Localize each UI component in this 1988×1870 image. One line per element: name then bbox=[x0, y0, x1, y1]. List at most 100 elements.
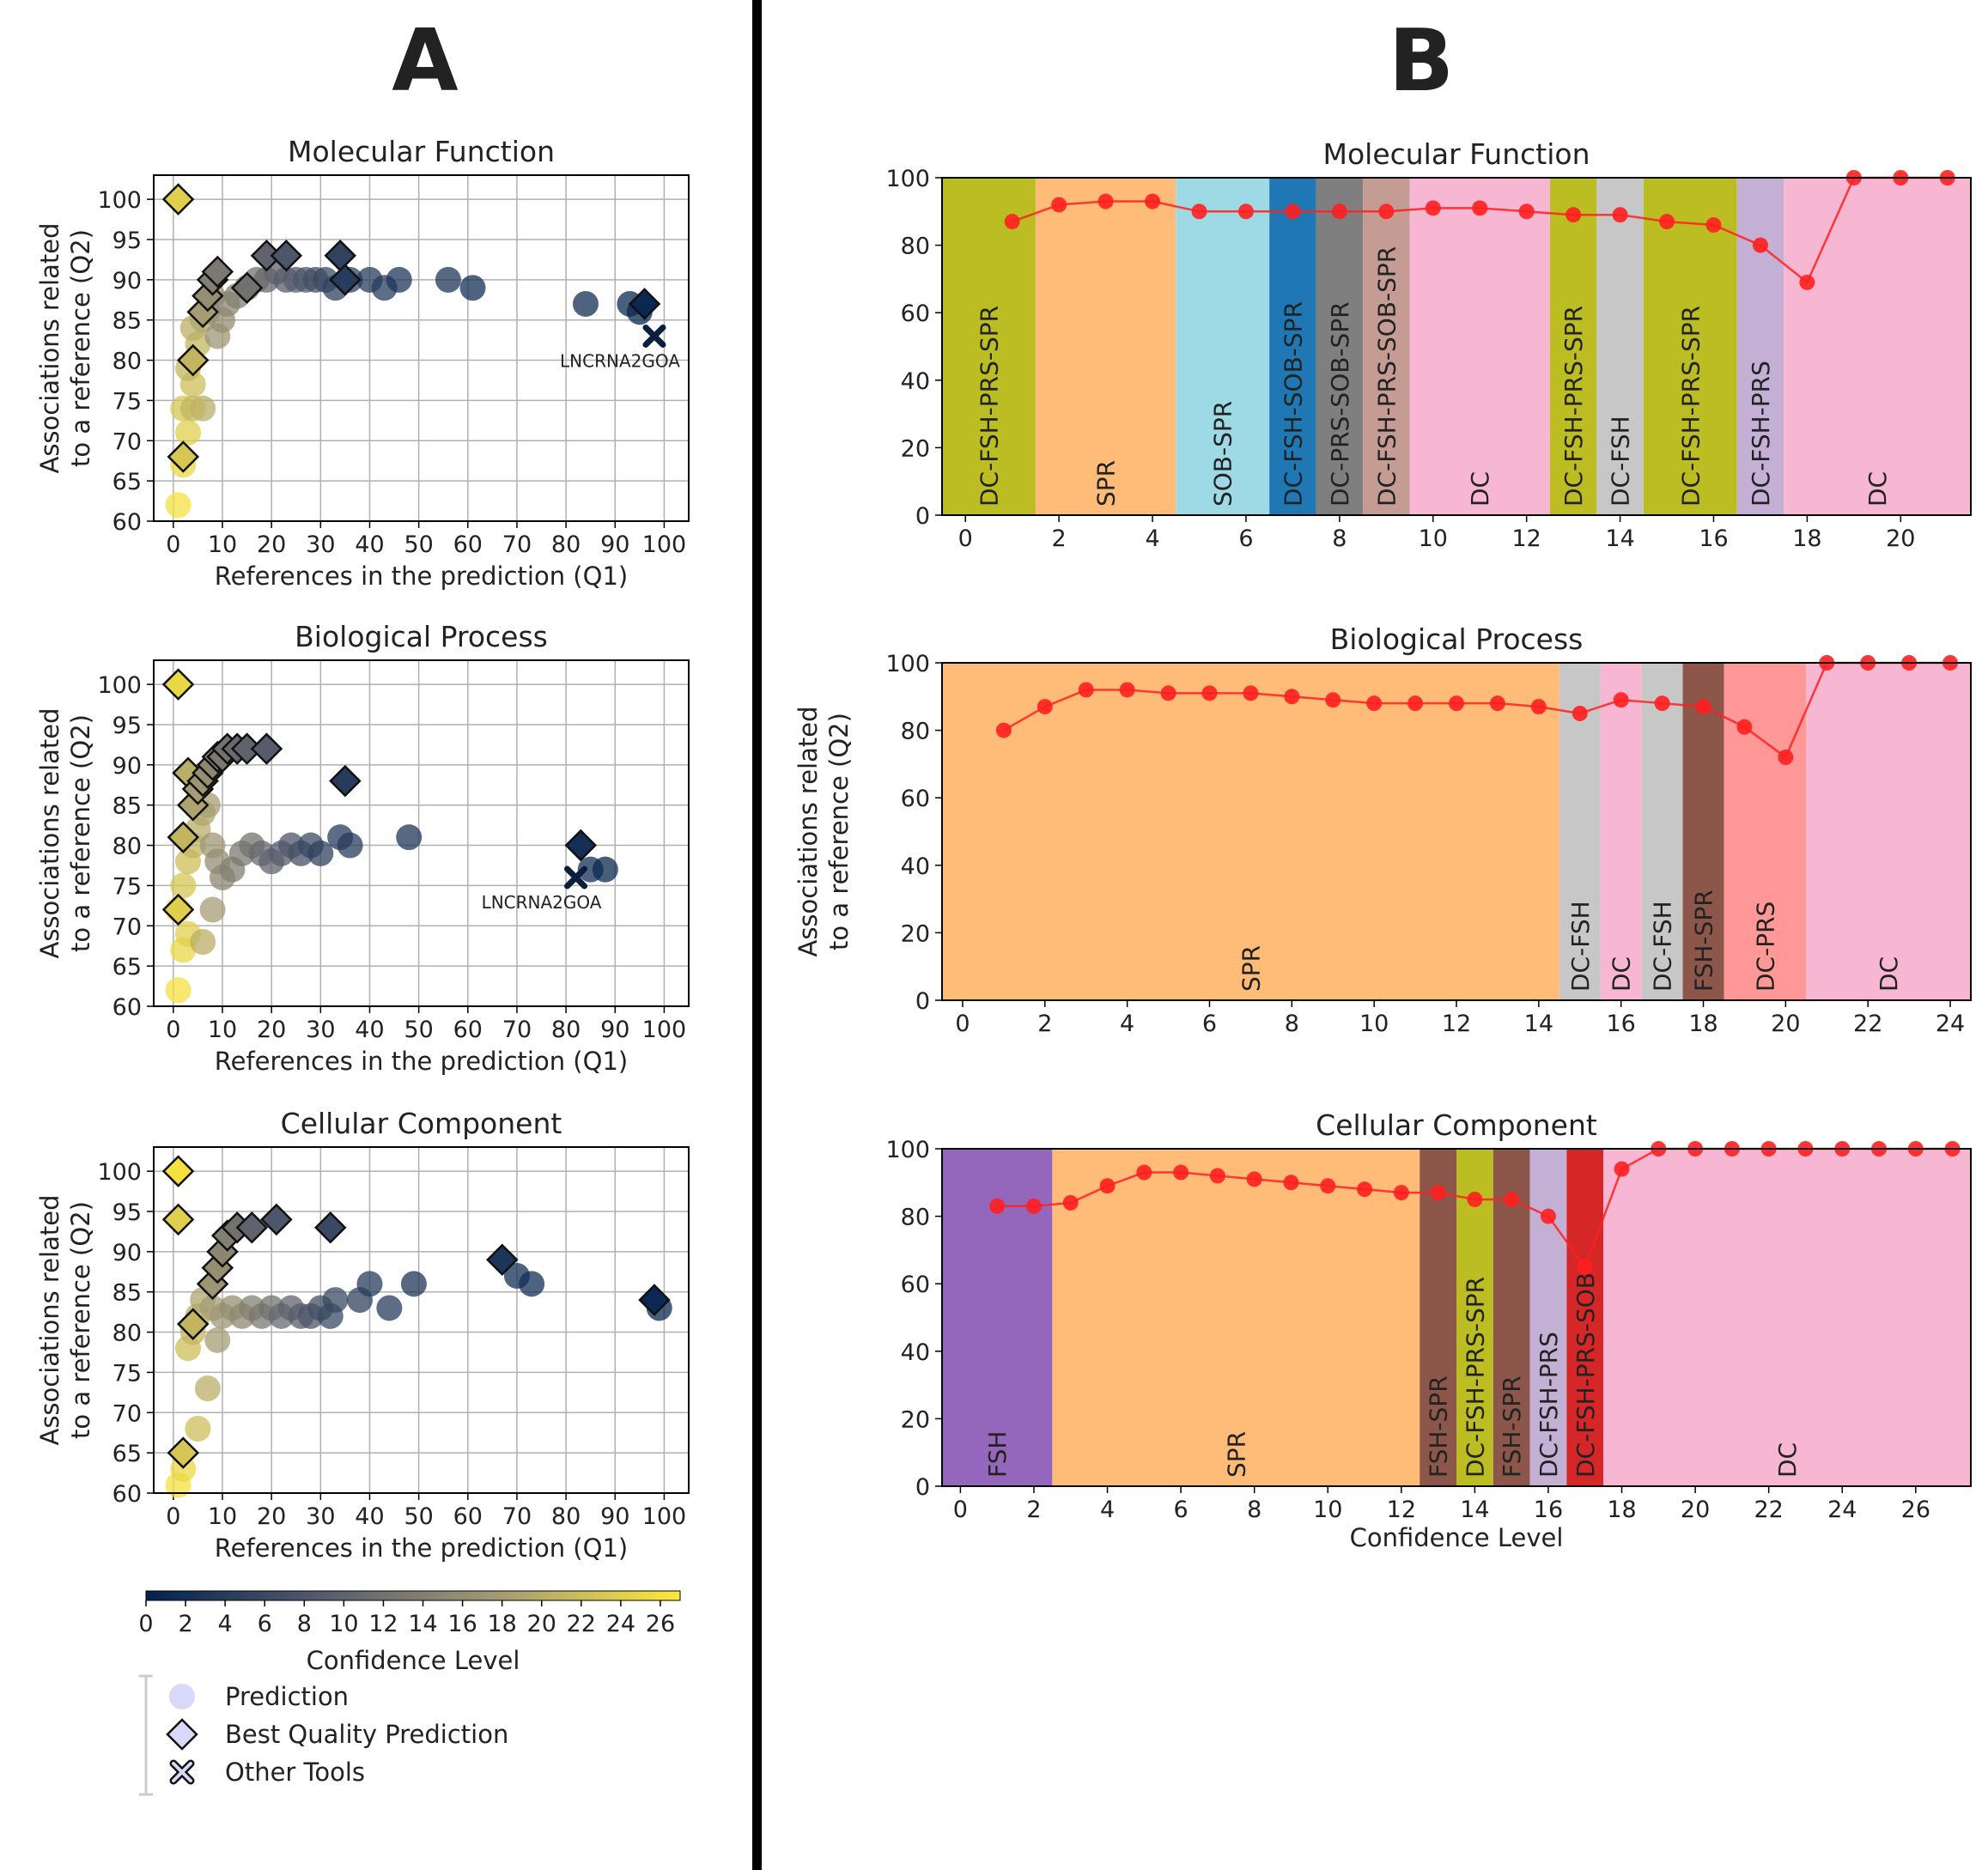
y-tick-label: 95 bbox=[112, 228, 142, 254]
scatter-chart-2: 0 10 20 30 40 50 60 70 80 90 100 60 65 70 75 80 85 90 95 10… bbox=[35, 620, 690, 1076]
region-band bbox=[942, 178, 1036, 515]
best-quality-point bbox=[628, 288, 661, 320]
series-point bbox=[1320, 1178, 1336, 1194]
prediction-point bbox=[592, 856, 618, 883]
y-tick-label: 90 bbox=[112, 268, 142, 294]
region-label: DC-FSH-PRS-SPR bbox=[975, 306, 1003, 507]
y-tick-label: 0 bbox=[915, 988, 930, 1015]
best-quality-point bbox=[638, 1284, 671, 1316]
series-point bbox=[1472, 200, 1488, 216]
legend: Prediction Best Quality Prediction Other T… bbox=[139, 1674, 508, 1796]
panel-label-a: A bbox=[392, 10, 458, 111]
x-tick-label: 6 bbox=[1202, 1011, 1217, 1037]
colorbar-tick-label: 24 bbox=[606, 1611, 635, 1637]
region-band bbox=[1269, 178, 1316, 515]
y-tick-label: 65 bbox=[112, 954, 142, 981]
region-band bbox=[1420, 1149, 1456, 1486]
y-tick-label: 40 bbox=[901, 1339, 930, 1366]
prediction-point bbox=[170, 872, 197, 899]
y-tick-label: 95 bbox=[112, 713, 142, 739]
x-tick-label: 60 bbox=[453, 531, 483, 558]
y-axis-label-line-1: Associations related bbox=[35, 707, 64, 958]
region-label: DC bbox=[1863, 471, 1892, 507]
prediction-point bbox=[322, 1287, 349, 1314]
plot-frame bbox=[153, 1146, 690, 1494]
series-point bbox=[1037, 699, 1053, 715]
x-tick-label: 6 bbox=[1174, 1497, 1189, 1523]
colorbar-tick-label: 8 bbox=[297, 1611, 312, 1637]
y-tick-label: 85 bbox=[112, 793, 142, 820]
series-point bbox=[1366, 695, 1383, 712]
region-band bbox=[1641, 663, 1683, 1000]
region-band bbox=[1784, 178, 1971, 515]
x-tick-label: 16 bbox=[1699, 525, 1728, 552]
y-tick-label: 100 bbox=[885, 651, 930, 677]
y-axis-label: Associations relatedto a reference (Q2) bbox=[35, 222, 95, 473]
series-point bbox=[1136, 1164, 1152, 1181]
x-tick-label: 80 bbox=[551, 1503, 581, 1530]
x-tick-label: 2 bbox=[1037, 1011, 1052, 1037]
series-point bbox=[1705, 217, 1722, 234]
other-tool-label: LNCRNA2GOA bbox=[482, 892, 602, 913]
x-tick-label: 100 bbox=[642, 1503, 687, 1530]
x-tick-label: 60 bbox=[453, 1503, 483, 1530]
series-point bbox=[1099, 1178, 1116, 1194]
x-tick-label: 4 bbox=[1100, 1497, 1115, 1523]
y-tick-label: 75 bbox=[112, 1360, 142, 1387]
plot-frame bbox=[941, 662, 1972, 1001]
y-tick-label: 90 bbox=[112, 753, 142, 780]
x-tick-label: 90 bbox=[600, 531, 629, 558]
legend-label: Other Tools bbox=[225, 1758, 365, 1787]
best-quality-point bbox=[161, 1155, 195, 1187]
region-label: DC-FSH-PRS bbox=[1747, 361, 1775, 507]
region-label: DC-FSH-PRS-SPR bbox=[1676, 306, 1705, 507]
series-point bbox=[1283, 1175, 1299, 1191]
x-tick-label: 22 bbox=[1754, 1497, 1783, 1523]
x-tick-label: 30 bbox=[306, 531, 335, 558]
x-axis-label: References in the prediction (Q1) bbox=[215, 562, 628, 591]
panel-label-b: B bbox=[1389, 10, 1454, 111]
series-point bbox=[1173, 1164, 1189, 1181]
x-tick-label: 20 bbox=[1681, 1497, 1710, 1523]
series-point bbox=[1612, 207, 1628, 223]
prediction-point bbox=[337, 832, 363, 859]
region-label: DC bbox=[1773, 1442, 1802, 1478]
series-point bbox=[1191, 203, 1207, 220]
series-point bbox=[1407, 695, 1424, 712]
x-tick-label: 0 bbox=[166, 1503, 180, 1530]
prediction-point bbox=[204, 1327, 231, 1353]
series-point bbox=[1357, 1181, 1373, 1198]
region-band bbox=[1549, 178, 1597, 515]
x-tick-label: 20 bbox=[257, 531, 286, 558]
region-band bbox=[1035, 178, 1176, 515]
series-point bbox=[1572, 705, 1588, 721]
best-quality-point bbox=[161, 183, 195, 216]
colorbar-tick-label: 4 bbox=[218, 1611, 233, 1637]
legend-marker-circle bbox=[169, 1684, 195, 1709]
line-chart-3: FSH SPR FSH-SPR DC-FSH-PRS-SPR FSH-SPR DC-FSH… bbox=[885, 1108, 1972, 1552]
x-tick-label: 18 bbox=[1688, 1011, 1717, 1037]
x-tick-label: 70 bbox=[502, 1017, 532, 1043]
best-quality-point bbox=[329, 764, 362, 798]
region-label: DC bbox=[1875, 956, 1903, 992]
series-point bbox=[989, 1198, 1006, 1214]
x-tick-label: 18 bbox=[1792, 525, 1821, 552]
y-tick-label: 60 bbox=[112, 994, 142, 1021]
y-tick-label: 40 bbox=[901, 853, 930, 880]
x-tick-label: 50 bbox=[404, 1503, 433, 1530]
region-label: DC-FSH-SOB-SPR bbox=[1279, 301, 1307, 507]
best-quality-point bbox=[313, 1211, 347, 1244]
series-point bbox=[1752, 237, 1768, 253]
best-quality-point bbox=[230, 271, 264, 304]
x-tick-label: 4 bbox=[1145, 525, 1159, 552]
x-tick-label: 60 bbox=[453, 1017, 483, 1043]
y-axis-label: Associations relatedto a reference (Q2) bbox=[793, 706, 854, 956]
colorbar-label: Confidence Level bbox=[307, 1646, 520, 1675]
best-quality-point bbox=[161, 668, 195, 701]
colorbar-tick-label: 6 bbox=[258, 1611, 272, 1637]
series-point bbox=[1246, 1171, 1262, 1187]
series-point bbox=[1078, 682, 1094, 698]
x-tick-label: 10 bbox=[208, 1503, 237, 1530]
x-tick-label: 80 bbox=[551, 1017, 581, 1043]
region-label: DC bbox=[1466, 471, 1494, 507]
